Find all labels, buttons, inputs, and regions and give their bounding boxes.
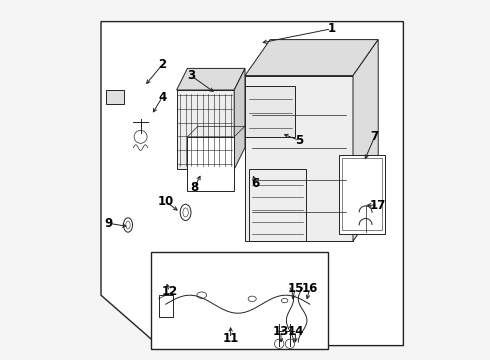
Text: 3: 3 [187,69,195,82]
Polygon shape [353,40,378,241]
Text: 12: 12 [161,285,177,298]
Text: 2: 2 [158,58,166,71]
Text: 5: 5 [295,134,303,147]
Bar [106,90,124,104]
Bar [159,295,173,317]
Bar [248,169,306,241]
Text: 13: 13 [273,325,289,338]
Polygon shape [176,68,245,90]
Text: 9: 9 [104,217,112,230]
Text: 6: 6 [252,177,260,190]
Ellipse shape [180,204,191,220]
Circle shape [274,339,284,348]
Text: 4: 4 [158,91,166,104]
Text: 17: 17 [370,199,386,212]
Bar [245,76,353,241]
Text: 10: 10 [158,195,174,208]
Polygon shape [151,252,328,349]
Text: 16: 16 [302,282,318,294]
Text: 14: 14 [287,325,304,338]
Polygon shape [101,22,403,346]
Circle shape [134,130,147,143]
Text: 15: 15 [287,282,304,294]
Text: 8: 8 [191,181,199,194]
Ellipse shape [197,292,207,298]
Text: 1: 1 [327,22,336,35]
Polygon shape [245,40,378,76]
Text: 11: 11 [222,332,239,345]
Bar [342,158,382,230]
Text: 7: 7 [370,130,379,143]
Bar [245,86,295,137]
Bar [187,137,234,191]
Bar [176,90,234,169]
Polygon shape [234,68,245,169]
Ellipse shape [281,298,288,303]
Ellipse shape [248,296,256,302]
Ellipse shape [123,218,132,232]
Circle shape [285,339,294,348]
Bar [339,155,386,234]
